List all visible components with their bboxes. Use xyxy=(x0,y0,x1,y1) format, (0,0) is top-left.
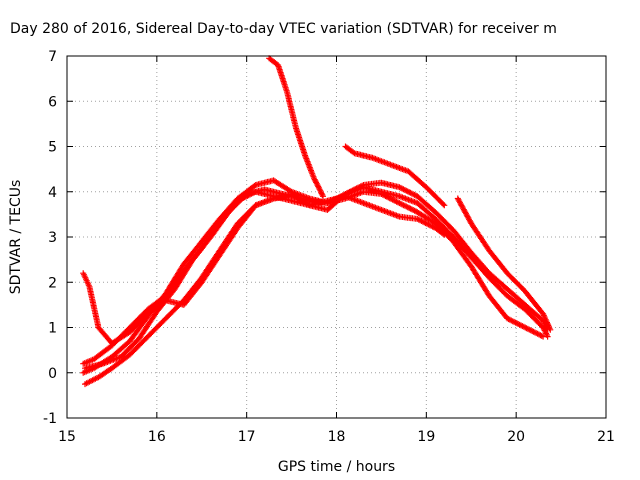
x-tick-label: 21 xyxy=(597,429,615,445)
series-track-g xyxy=(342,143,448,209)
x-tick-label: 18 xyxy=(328,429,346,445)
y-tick-label: 7 xyxy=(48,49,57,65)
y-tick-label: 0 xyxy=(48,366,57,382)
y-axis-label: SDTVAR / TECUs xyxy=(8,180,24,295)
series-markers xyxy=(82,186,322,372)
series-markers xyxy=(454,195,554,333)
x-tick-label: 17 xyxy=(238,429,256,445)
x-tick-label: 20 xyxy=(507,429,525,445)
y-tick-label: 1 xyxy=(48,321,57,337)
x-tick-label: 16 xyxy=(148,429,166,445)
y-tick-label: 4 xyxy=(48,185,57,201)
chart-title: Day 280 of 2016, Sidereal Day-to-day VTE… xyxy=(10,21,557,37)
y-tick-label: 2 xyxy=(48,275,57,291)
x-tick-label: 15 xyxy=(58,429,76,445)
y-tick-label: -1 xyxy=(43,411,57,427)
y-tick-label: 6 xyxy=(48,94,57,110)
grid-lines xyxy=(67,56,606,418)
x-tick-label: 19 xyxy=(417,429,435,445)
series-markers xyxy=(266,55,326,200)
series-track-f xyxy=(266,55,326,200)
y-tick-label: 5 xyxy=(48,140,57,156)
x-axis-label: GPS time / hours xyxy=(278,459,395,475)
series-markers xyxy=(342,143,448,209)
series-track-e xyxy=(82,186,322,372)
y-tick-label: 3 xyxy=(48,230,57,246)
series-track-h xyxy=(454,195,554,333)
axes: 15 16 17 18 19 20 21 -1 0 1 2 3 4 5 6 7 xyxy=(43,49,615,445)
data-series xyxy=(80,55,554,388)
